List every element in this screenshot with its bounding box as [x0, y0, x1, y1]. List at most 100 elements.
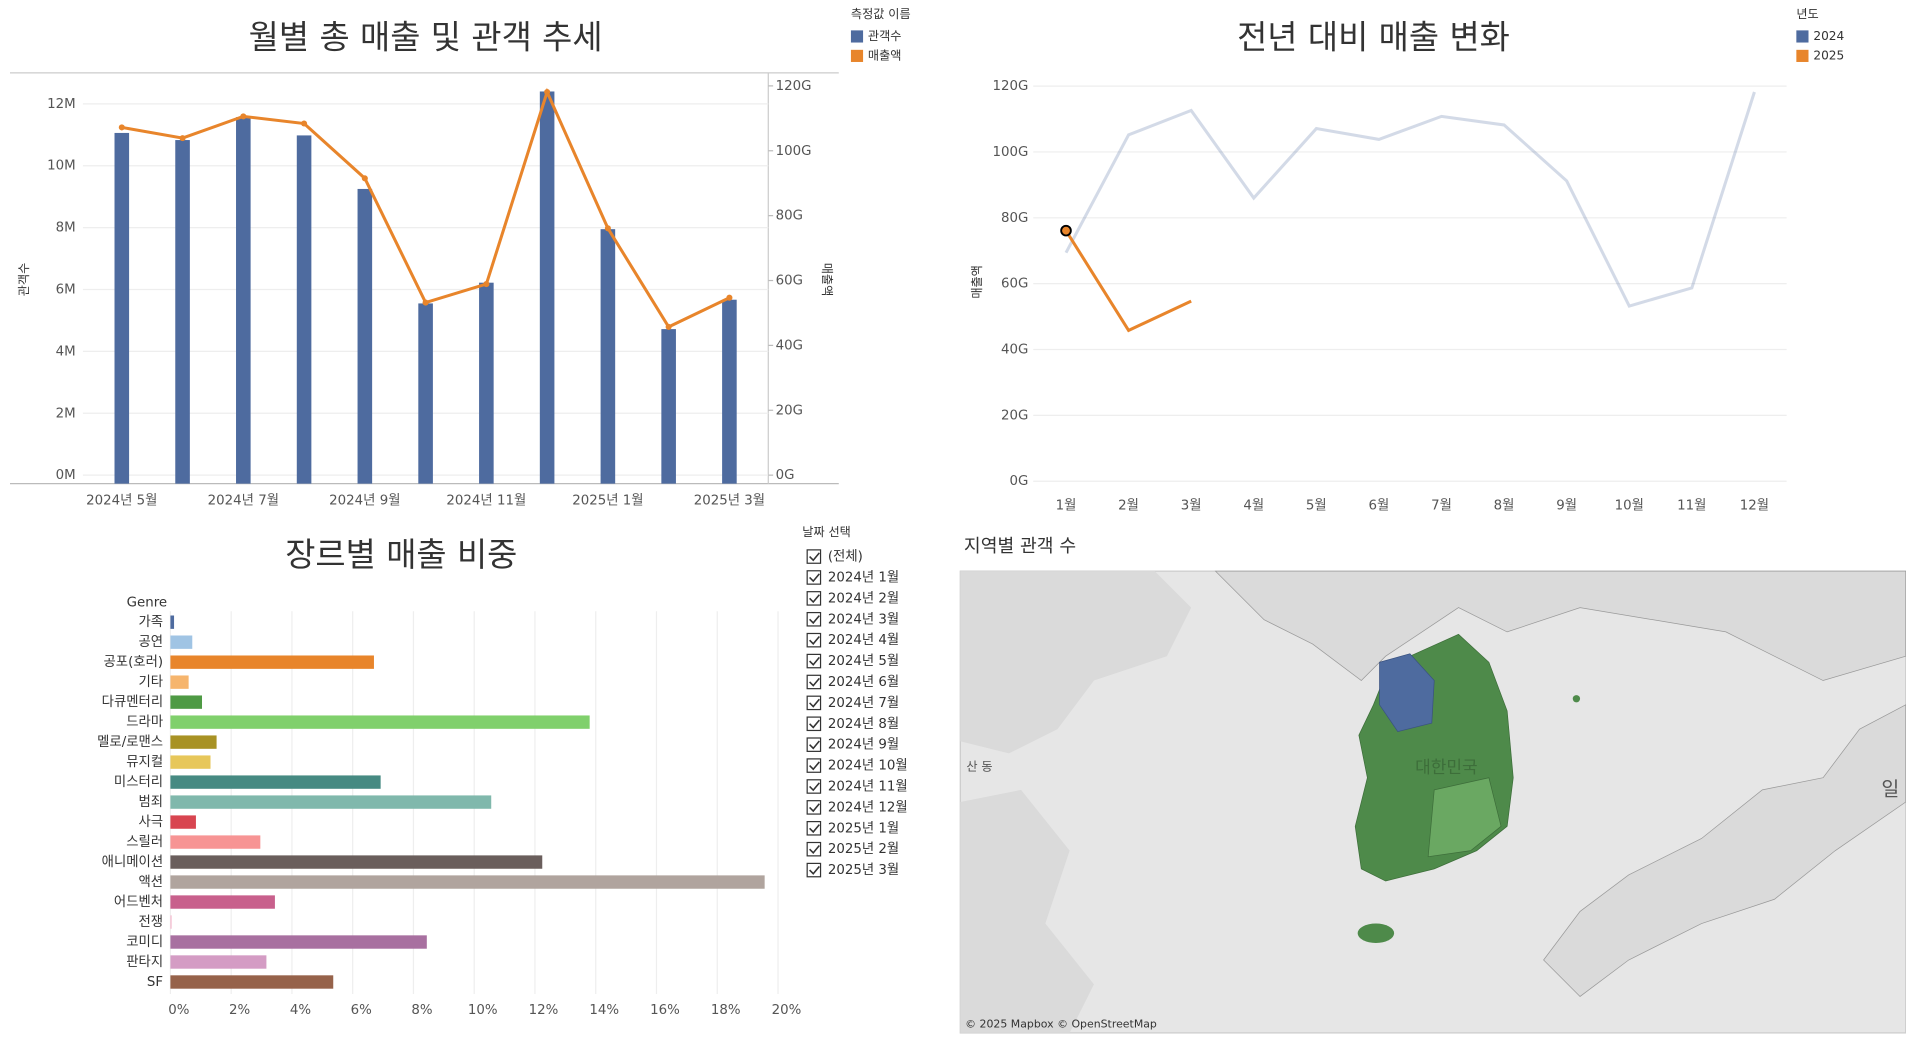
checkbox[interactable] [806, 570, 822, 585]
bar [170, 935, 427, 949]
checkbox[interactable] [806, 549, 822, 564]
bar [170, 615, 175, 629]
highlight-point [1060, 224, 1072, 237]
x-tick-label: 0% [168, 1003, 189, 1018]
x-tick-label: 2% [229, 1003, 250, 1018]
map-land [960, 571, 1192, 754]
map-label: 산 동 [966, 759, 992, 773]
point [604, 225, 611, 232]
y-tick-label: 4M [56, 344, 76, 359]
filter-option[interactable]: 2024년 5월 [828, 653, 899, 669]
x-tick-label: 16% [650, 1003, 680, 1018]
x-tick-label: 9월 [1556, 498, 1577, 514]
bar [170, 635, 193, 649]
y2-tick-label: 0G [776, 468, 795, 483]
checkbox[interactable] [806, 674, 822, 690]
category-header: Genre [127, 596, 167, 611]
filter-option[interactable]: 2024년 10월 [828, 758, 908, 774]
bar [170, 775, 381, 789]
checkmark [809, 594, 820, 604]
bar [170, 955, 267, 969]
filter-option[interactable]: 2025년 2월 [828, 841, 899, 857]
checkmark [809, 824, 820, 834]
y-tick-label: 80G [1001, 211, 1028, 226]
filter-option[interactable]: 2024년 12월 [828, 799, 908, 815]
checkmark [809, 615, 820, 625]
x-tick-label: 18% [711, 1003, 741, 1018]
filter-option[interactable]: 2024년 11월 [828, 778, 908, 794]
legend-swatch [850, 49, 864, 62]
filter-option[interactable]: 2024년 8월 [828, 716, 899, 732]
bar [170, 895, 275, 909]
x-tick-label: 2024년 5월 [86, 493, 157, 509]
line [121, 87, 731, 329]
checkbox[interactable] [806, 611, 822, 627]
checkmark [809, 740, 820, 750]
bar [600, 229, 616, 484]
filter-option[interactable]: 2024년 9월 [828, 737, 899, 753]
x-tick-label: 4% [290, 1003, 311, 1018]
x-tick-label: 2025년 3월 [694, 493, 765, 509]
checkbox[interactable] [806, 591, 822, 606]
legend-label: 관객수 [868, 29, 902, 43]
bar [170, 755, 211, 769]
checkbox[interactable] [806, 632, 822, 648]
filter-option[interactable]: 2024년 6월 [828, 674, 899, 690]
checkbox[interactable] [806, 653, 822, 669]
bar [236, 117, 251, 484]
checkmark [809, 656, 820, 666]
y2-tick-label: 20G [776, 403, 803, 418]
line [1064, 91, 1756, 308]
y-tick-label: 범죄 [139, 794, 164, 810]
x-tick-label: 11월 [1677, 498, 1706, 514]
legend-title: 년도 [1796, 7, 1818, 21]
y-tick-label: 0G [1009, 474, 1028, 489]
bar [114, 132, 130, 484]
checkmark [809, 761, 820, 771]
checkmark [809, 782, 820, 792]
x-tick-label: 12월 [1740, 498, 1769, 514]
bar [170, 975, 334, 989]
y-tick-label: 가족 [139, 614, 164, 630]
filter-option[interactable]: 2025년 3월 [828, 862, 899, 878]
x-tick-label: 4월 [1243, 498, 1264, 514]
checkbox[interactable] [806, 737, 822, 752]
x-tick-label: 5월 [1306, 498, 1327, 514]
filter-option[interactable]: 2024년 3월 [828, 611, 899, 627]
checkbox[interactable] [806, 841, 822, 857]
map-land [960, 789, 1094, 1033]
filter-option[interactable]: 2024년 2월 [828, 590, 899, 606]
y2-tick-label: 40G [776, 338, 803, 353]
checkbox[interactable] [806, 758, 822, 773]
bar [170, 795, 492, 809]
filter-option[interactable]: 2024년 1월 [828, 569, 899, 585]
map-land [1543, 704, 1906, 997]
checkmark [809, 552, 820, 562]
map: 산 동 대한민국 일 © 2025 Mapbox © OpenStreetMap [959, 570, 1906, 1034]
checkbox[interactable] [806, 820, 822, 836]
bar [170, 715, 590, 729]
y-tick-label: 공연 [139, 634, 164, 650]
map-title: 지역별 관객 수 [964, 536, 1076, 557]
x-tick-label: 2025년 1월 [572, 493, 643, 509]
y-tick-label: 8M [56, 221, 76, 236]
filter-option[interactable]: 2024년 7월 [828, 695, 899, 711]
y2-tick-label: 80G [776, 209, 803, 224]
bar [175, 140, 190, 484]
x-tick-label: 6월 [1369, 498, 1390, 514]
map-region [1572, 695, 1581, 703]
checkbox[interactable] [806, 716, 822, 732]
bar [170, 695, 203, 709]
filter-option[interactable]: (전체) [828, 549, 863, 565]
bar [296, 135, 312, 484]
filter-option[interactable]: 2024년 4월 [828, 632, 899, 648]
checkbox[interactable] [806, 862, 822, 878]
x-tick-label: 14% [589, 1003, 619, 1018]
point [665, 323, 672, 330]
checkbox[interactable] [806, 800, 822, 815]
x-tick-label: 12% [529, 1003, 559, 1018]
checkbox[interactable] [806, 779, 822, 794]
filter-option[interactable]: 2025년 1월 [828, 820, 899, 836]
checkbox[interactable] [806, 695, 822, 711]
